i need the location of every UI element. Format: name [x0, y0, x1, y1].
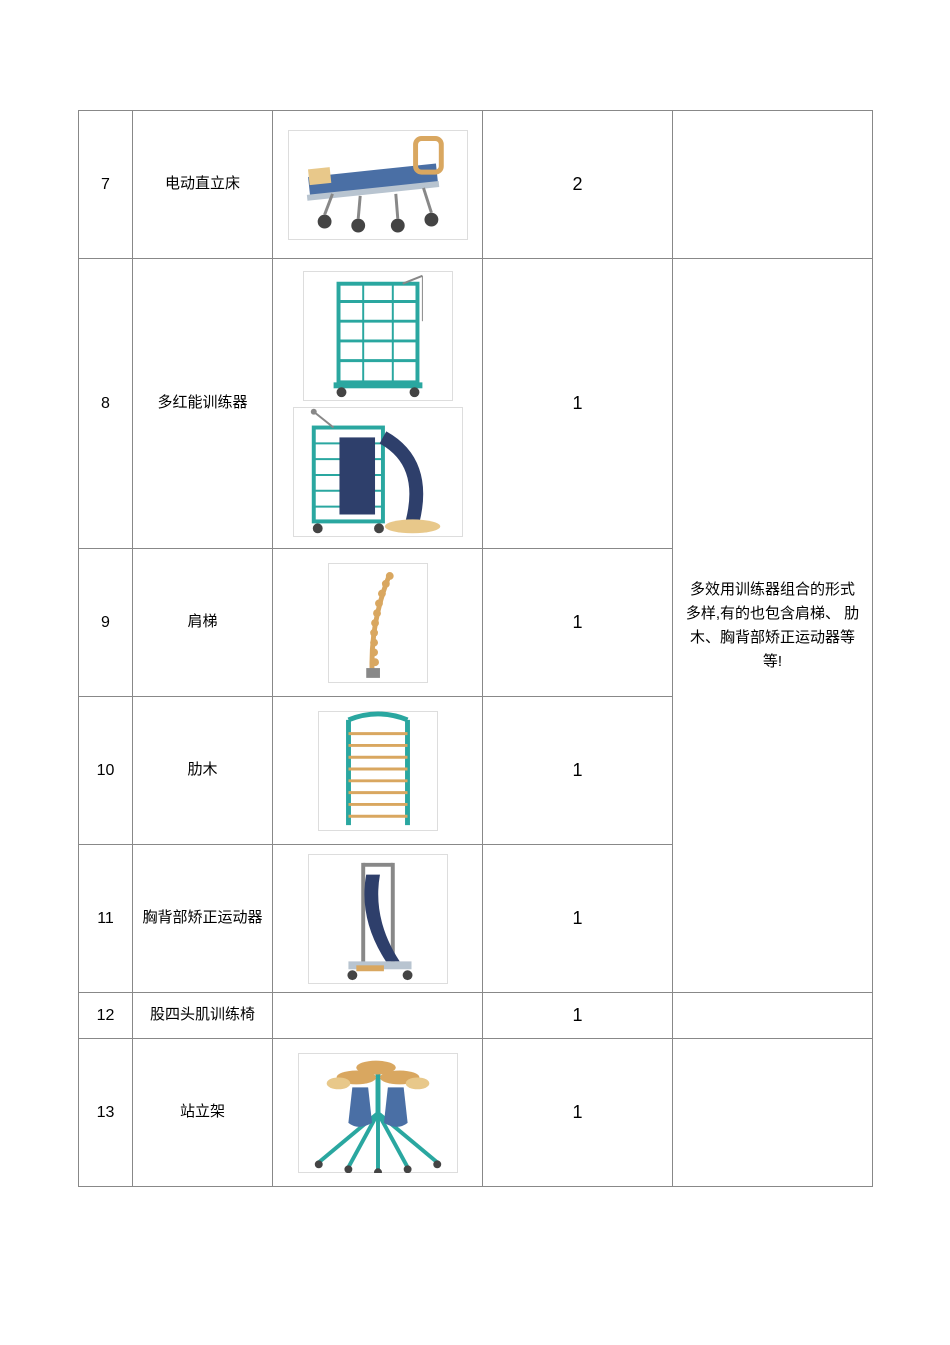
cell-num: 9 [79, 549, 133, 697]
cell-num: 12 [79, 993, 133, 1039]
table-row: 8 多红能训练器 [79, 259, 873, 549]
cell-note [673, 111, 873, 259]
cell-image [273, 549, 483, 697]
cell-qty: 1 [483, 993, 673, 1039]
cell-note [673, 993, 873, 1039]
cell-num: 7 [79, 111, 133, 259]
cell-name: 胸背部矫正运动器 [133, 845, 273, 993]
cell-num: 11 [79, 845, 133, 993]
cell-num: 10 [79, 697, 133, 845]
cell-qty: 1 [483, 549, 673, 697]
cell-name: 站立架 [133, 1039, 273, 1187]
cell-image [273, 993, 483, 1039]
cell-image [273, 845, 483, 993]
cell-name: 电动直立床 [133, 111, 273, 259]
cell-num: 8 [79, 259, 133, 549]
multi-trainer-icon [294, 407, 462, 537]
cell-image [273, 1039, 483, 1187]
cell-qty: 1 [483, 845, 673, 993]
cell-name: 股四头肌训练椅 [133, 993, 273, 1039]
cell-name: 肋木 [133, 697, 273, 845]
cell-qty: 2 [483, 111, 673, 259]
cell-name: 多红能训练器 [133, 259, 273, 549]
cell-qty: 1 [483, 1039, 673, 1187]
cell-qty: 1 [483, 697, 673, 845]
wall-bars-icon [319, 711, 437, 831]
shoulder-ladder-icon [329, 563, 427, 683]
cell-note [673, 1039, 873, 1187]
cell-name: 肩梯 [133, 549, 273, 697]
equipment-table: 7 电动直立床 [78, 110, 873, 1187]
multi-trainer-icon [304, 271, 452, 401]
cell-num: 13 [79, 1039, 133, 1187]
cell-image [273, 697, 483, 845]
back-corrector-icon [309, 854, 447, 984]
table-row: 7 电动直立床 [79, 111, 873, 259]
cell-qty: 1 [483, 259, 673, 549]
standing-frame-icon [299, 1053, 457, 1173]
cell-note-merged: 多效用训练器组合的形式多样,有的也包含肩梯、 肋木、胸背部矫正运动器等等! [673, 259, 873, 993]
cell-image [273, 259, 483, 549]
table-row: 13 站立架 [79, 1039, 873, 1187]
tilt-table-icon [289, 130, 467, 240]
cell-image [273, 111, 483, 259]
table-row: 12 股四头肌训练椅 1 [79, 993, 873, 1039]
